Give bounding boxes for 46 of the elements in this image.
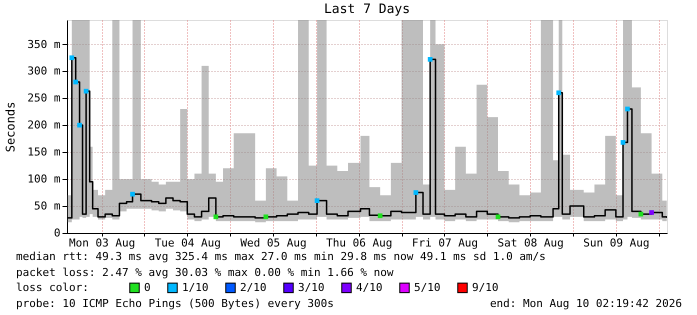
legend-label: 9/10 [472, 280, 498, 294]
y-tick-label: 350 m [27, 38, 61, 51]
point [378, 213, 382, 218]
y-tick-label: 100 m [27, 172, 61, 186]
y-axis-title: Seconds [3, 102, 18, 152]
y-tick-label: 0 [54, 226, 60, 240]
x-tick-label: Sun 09 Aug [583, 236, 650, 250]
x-tick-label: Tue 04 Aug [154, 236, 221, 250]
legend-title: loss color: [16, 281, 89, 294]
text: probe: 10 ICMP Echo Pings (500 Bytes) every 300s [16, 297, 334, 310]
point [264, 214, 268, 220]
point [620, 140, 626, 145]
legend-label: 3/10 [298, 280, 324, 294]
text: end: Mon Aug 10 02:19:42 2026 [490, 297, 682, 310]
point [314, 198, 320, 203]
x-tick-label: Fri 07 Aug [412, 236, 478, 250]
point [77, 122, 82, 128]
y-tick-label: 150 m [27, 146, 61, 159]
x-tick-label: Wed 05 Aug [240, 236, 307, 250]
point [414, 190, 418, 195]
legend-label: 1/10 [182, 280, 208, 294]
text: packet loss: 2.47 % avg 30.03 % max 0.00 % min 1.66 % now [16, 266, 394, 279]
x-tick-label: Mon 03 Aug [68, 236, 136, 250]
point [84, 88, 88, 94]
point [214, 214, 218, 220]
point [625, 106, 630, 112]
legend-label: 0 [144, 280, 151, 294]
point [69, 55, 74, 60]
legend-label: 4/10 [356, 280, 382, 294]
y-tick-label: 300 m [27, 64, 61, 78]
text: median rtt: 49.3 ms avg 325.4 ms max 27.0 ms min 29.8 ms now 49.1 ms sd 1.0 am/s [16, 250, 546, 263]
point [649, 210, 654, 215]
chart-title: Last 7 Days [324, 2, 410, 17]
x-tick-label: Thu 06 Aug [326, 236, 392, 250]
point [496, 214, 500, 220]
point [638, 212, 644, 216]
point [130, 192, 135, 197]
legend-label: 2/10 [240, 280, 266, 294]
legend-label: 5/10 [414, 280, 440, 294]
y-tick-label: 250 m [27, 92, 61, 105]
point [428, 57, 432, 62]
point [73, 80, 78, 84]
point [556, 90, 562, 96]
x-tick-label: Sat 08 Aug [498, 236, 564, 250]
y-tick-label: 200 m [27, 118, 61, 132]
y-tick-label: 50 m [34, 200, 61, 213]
